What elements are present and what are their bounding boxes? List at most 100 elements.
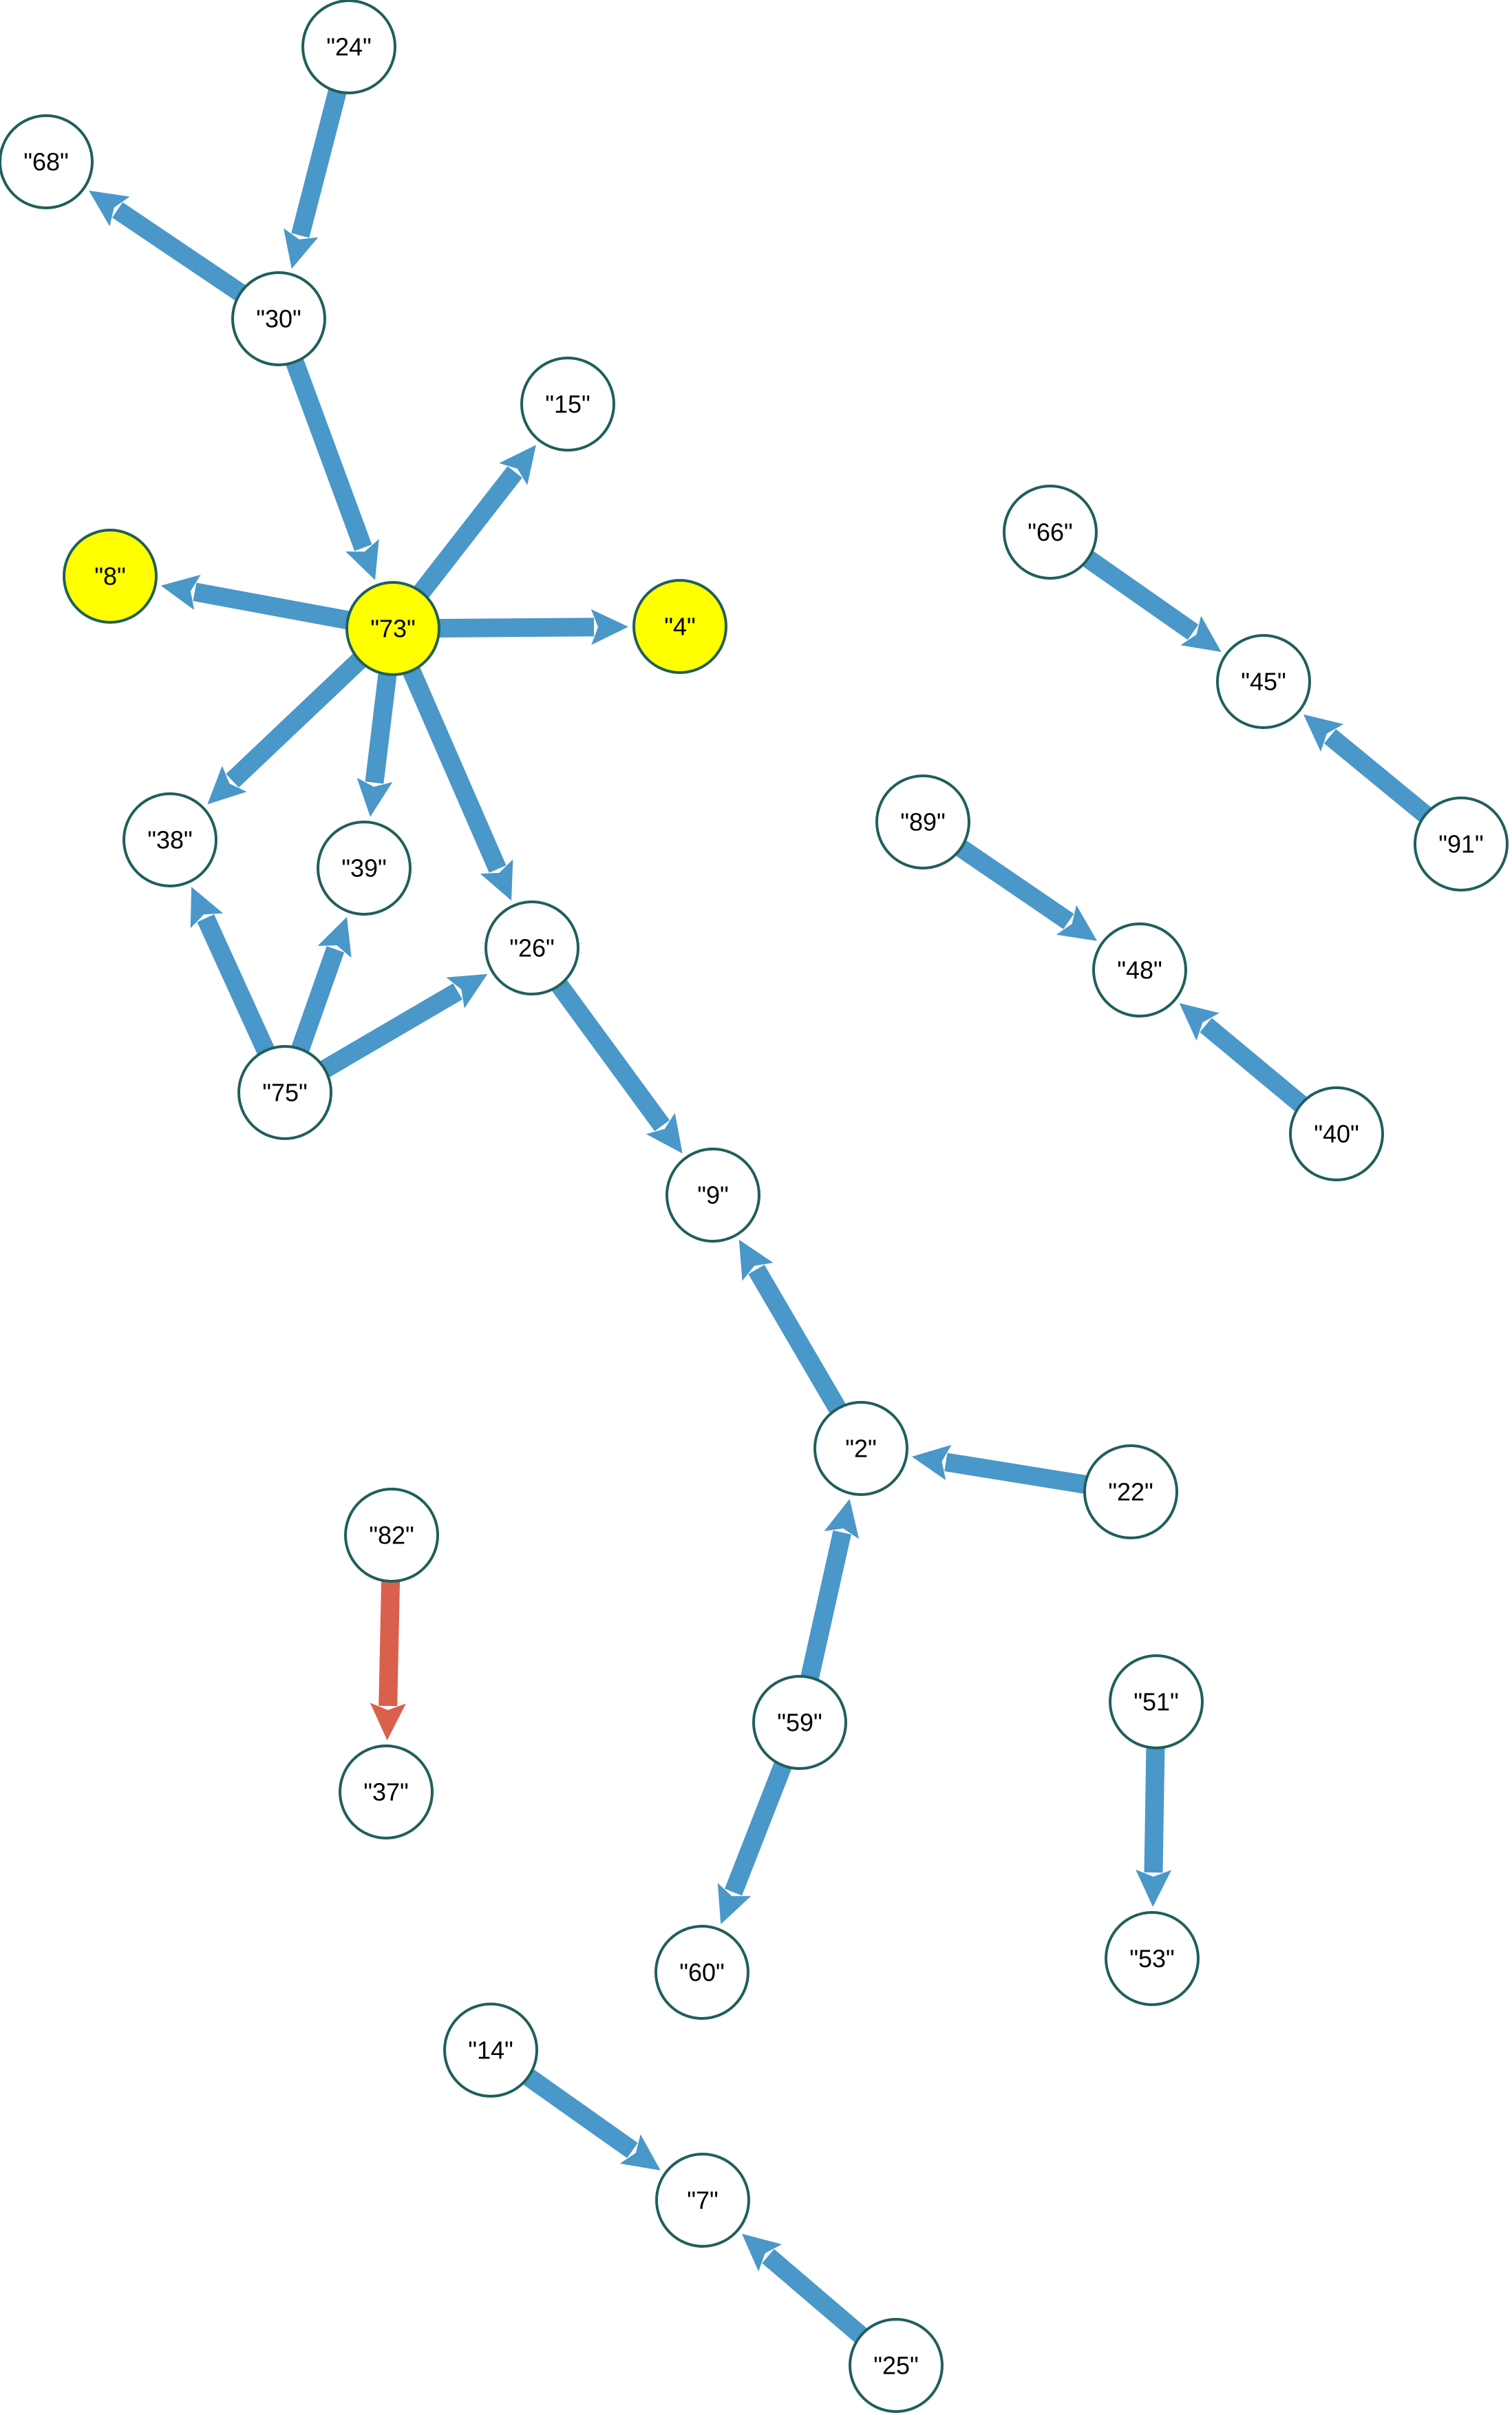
node-39[interactable]: "39" — [317, 821, 412, 916]
edge-shaft — [551, 980, 670, 1132]
edge-73-to-8 — [160, 574, 350, 630]
node-circle[interactable] — [1003, 485, 1098, 580]
edge-arrowhead — [1180, 615, 1222, 652]
node-30[interactable]: "30" — [231, 271, 326, 366]
node-51[interactable]: "51" — [1109, 1654, 1204, 1749]
node-circle[interactable] — [875, 774, 970, 869]
edge-arrowhead — [446, 973, 488, 1009]
node-circle[interactable] — [1289, 1086, 1384, 1181]
node-label: "22" — [1108, 1478, 1153, 1506]
node-circle[interactable] — [301, 0, 396, 94]
edge-shaft — [226, 653, 366, 788]
node-circle[interactable] — [317, 821, 412, 916]
node-89[interactable]: "89" — [875, 774, 970, 869]
node-circle[interactable] — [1105, 1911, 1200, 2006]
node-91[interactable]: "91" — [1414, 797, 1509, 892]
edge-arrowhead — [1179, 1003, 1220, 1041]
node-2[interactable]: "2" — [813, 1401, 908, 1496]
node-circle[interactable] — [443, 2003, 538, 2098]
node-68[interactable]: "68" — [0, 114, 94, 209]
node-14[interactable]: "14" — [443, 2003, 538, 2098]
node-53[interactable]: "53" — [1105, 1911, 1200, 2006]
node-circle[interactable] — [237, 1045, 332, 1140]
edge-66-to-45 — [1083, 551, 1222, 652]
edge-shaft — [320, 983, 462, 1077]
node-15[interactable]: "15" — [520, 357, 615, 452]
node-circle[interactable] — [345, 581, 440, 676]
edge-arrowhead — [356, 777, 393, 817]
edge-26-to-9 — [551, 980, 683, 1154]
node-37[interactable]: "37" — [339, 1744, 434, 1839]
node-7[interactable]: "7" — [655, 2153, 750, 2248]
node-circle[interactable] — [1414, 797, 1509, 892]
node-circle[interactable] — [231, 271, 326, 366]
node-circle[interactable] — [520, 357, 615, 452]
node-label: "25" — [873, 2352, 919, 2380]
node-circle[interactable] — [666, 1148, 760, 1243]
node-circle[interactable] — [1083, 1444, 1178, 1539]
node-circle[interactable] — [813, 1401, 908, 1496]
edge-arrowhead — [89, 190, 130, 226]
edge-shaft — [193, 582, 350, 630]
node-26[interactable]: "26" — [485, 900, 579, 995]
node-22[interactable]: "22" — [1083, 1444, 1178, 1539]
edge-shaft — [403, 667, 507, 873]
node-circle[interactable] — [1216, 634, 1311, 729]
node-label: "60" — [679, 1959, 725, 1987]
node-circle[interactable] — [63, 529, 158, 624]
node-label: "38" — [147, 826, 193, 854]
node-label: "48" — [1117, 956, 1162, 984]
node-label: "40" — [1314, 1120, 1359, 1148]
node-label: "82" — [369, 1521, 414, 1550]
node-82[interactable]: "82" — [344, 1488, 439, 1583]
edge-30-to-73 — [286, 359, 379, 580]
node-60[interactable]: "60" — [654, 1925, 749, 2020]
node-circle[interactable] — [1109, 1654, 1204, 1749]
edge-89-to-48 — [955, 840, 1098, 941]
edge-75-to-39 — [291, 916, 352, 1053]
edges-layer — [89, 89, 1431, 2343]
node-8[interactable]: "8" — [63, 529, 158, 624]
node-circle[interactable] — [655, 2153, 750, 2248]
node-73[interactable]: "73" — [345, 581, 440, 676]
edge-shaft — [291, 89, 347, 238]
node-75[interactable]: "75" — [237, 1045, 332, 1140]
node-circle[interactable] — [0, 114, 94, 209]
node-label: "2" — [845, 1435, 877, 1463]
node-circle[interactable] — [123, 792, 217, 887]
edge-arrowhead — [717, 1883, 752, 1925]
edge-arrowhead — [160, 574, 201, 610]
node-circle[interactable] — [752, 1675, 847, 1770]
edge-59-to-2 — [800, 1499, 860, 1680]
node-40[interactable]: "40" — [1289, 1086, 1384, 1181]
node-circle[interactable] — [344, 1488, 439, 1583]
node-9[interactable]: "9" — [666, 1148, 760, 1243]
edge-arrowhead — [619, 2134, 661, 2171]
node-circle[interactable] — [485, 900, 579, 995]
node-label: "75" — [262, 1079, 308, 1107]
node-66[interactable]: "66" — [1003, 485, 1098, 580]
node-circle[interactable] — [654, 1925, 749, 2020]
node-circle[interactable] — [632, 579, 727, 674]
edge-arrowhead — [190, 887, 224, 929]
node-59[interactable]: "59" — [752, 1675, 847, 1770]
node-label: "73" — [370, 615, 416, 643]
node-circle[interactable] — [849, 2318, 944, 2413]
node-circle[interactable] — [339, 1744, 434, 1839]
node-24[interactable]: "24" — [301, 0, 396, 94]
node-label: "7" — [687, 2186, 718, 2215]
edge-arrowhead — [824, 1499, 860, 1539]
node-4[interactable]: "4" — [632, 579, 727, 674]
edge-91-to-45 — [1303, 714, 1431, 822]
edge-arrowhead — [480, 859, 513, 901]
node-label: "68" — [23, 148, 69, 176]
node-48[interactable]: "48" — [1092, 922, 1187, 1017]
node-38[interactable]: "38" — [123, 792, 217, 887]
node-label: "51" — [1133, 1688, 1179, 1716]
node-45[interactable]: "45" — [1216, 634, 1311, 729]
node-label: "59" — [777, 1709, 822, 1737]
node-circle[interactable] — [1092, 922, 1187, 1017]
node-25[interactable]: "25" — [849, 2318, 944, 2413]
